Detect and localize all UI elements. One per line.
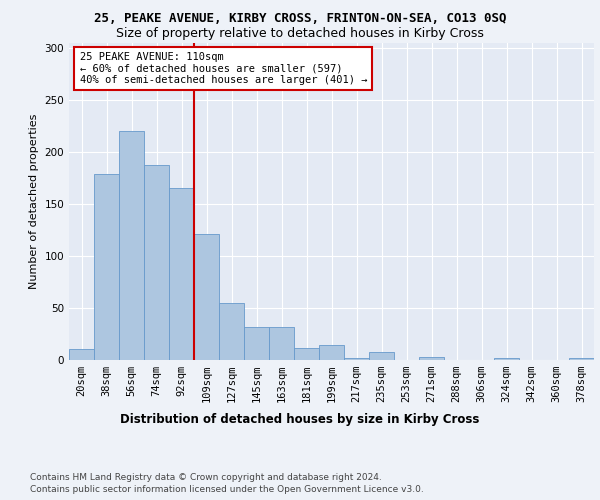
Bar (294, 348, 319, 360)
Bar (244, 326, 269, 360)
Y-axis label: Number of detached properties: Number of detached properties (29, 114, 39, 289)
Bar (194, 234, 219, 360)
Text: 25 PEAKE AVENUE: 110sqm
← 60% of detached houses are smaller (597)
40% of semi-d: 25 PEAKE AVENUE: 110sqm ← 60% of detache… (79, 52, 367, 85)
Bar (219, 302, 244, 360)
Text: Contains public sector information licensed under the Open Government Licence v3: Contains public sector information licen… (30, 485, 424, 494)
Bar (144, 166, 169, 360)
Text: Contains HM Land Registry data © Crown copyright and database right 2024.: Contains HM Land Registry data © Crown c… (30, 472, 382, 482)
Text: Distribution of detached houses by size in Kirby Cross: Distribution of detached houses by size … (121, 412, 479, 426)
Bar (94, 174, 119, 360)
Bar (419, 357, 444, 360)
Bar (494, 358, 519, 360)
Bar (319, 346, 344, 360)
Bar (369, 352, 394, 360)
Bar (269, 326, 294, 360)
Bar (344, 358, 369, 360)
Bar (169, 188, 194, 360)
Bar (569, 358, 594, 360)
Bar (69, 348, 94, 360)
Bar (119, 131, 144, 360)
Text: 25, PEAKE AVENUE, KIRBY CROSS, FRINTON-ON-SEA, CO13 0SQ: 25, PEAKE AVENUE, KIRBY CROSS, FRINTON-O… (94, 12, 506, 26)
Text: Size of property relative to detached houses in Kirby Cross: Size of property relative to detached ho… (116, 28, 484, 40)
